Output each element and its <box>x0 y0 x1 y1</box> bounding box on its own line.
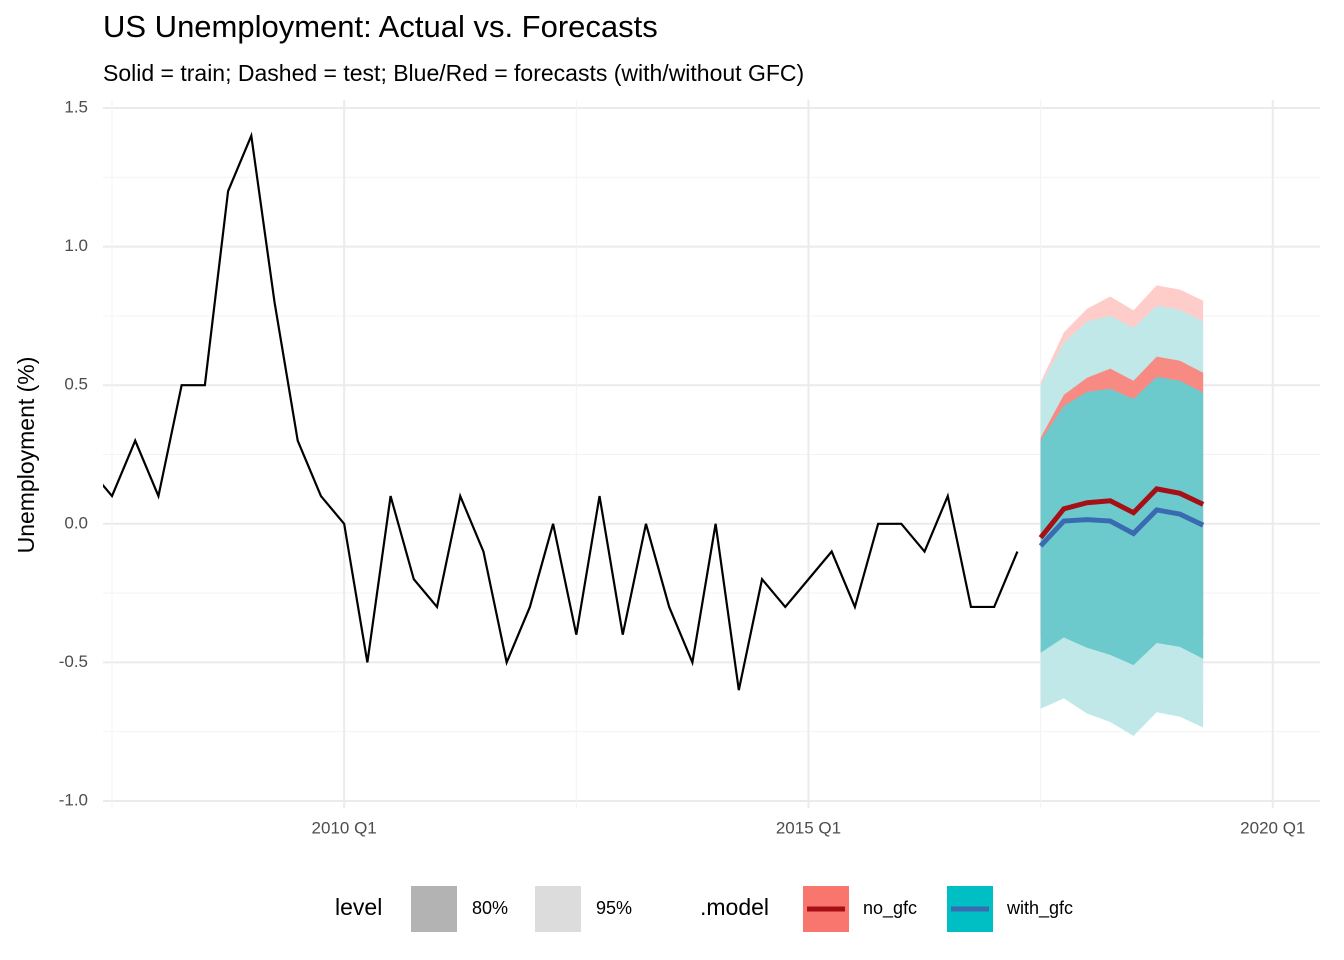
chart-subtitle: Solid = train; Dashed = test; Blue/Red =… <box>103 60 804 86</box>
legend-label: 95% <box>596 898 632 918</box>
forecast-line <box>1038 486 1205 540</box>
x-tick-label: 2015 Q1 <box>776 818 841 837</box>
legend-label: with_gfc <box>1006 898 1073 919</box>
interval-band <box>1040 376 1204 666</box>
y-tick-label: 1.5 <box>64 97 88 116</box>
y-tick-label: -0.5 <box>59 652 88 671</box>
y-axis-label: Unemployment (%) <box>13 357 39 554</box>
legend-label: 80% <box>472 898 508 918</box>
y-tick-label: 1.0 <box>64 236 88 255</box>
legend-key <box>535 886 581 932</box>
legend-title: .model <box>700 894 769 920</box>
y-tick-label: 0.0 <box>64 513 88 532</box>
forecast-line <box>1038 507 1205 548</box>
chart-title: US Unemployment: Actual vs. Forecasts <box>103 9 658 44</box>
x-tick-label: 2010 Q1 <box>312 818 377 837</box>
y-tick-label: -1.0 <box>59 790 88 809</box>
legend-title: level <box>335 894 382 920</box>
legend-label: no_gfc <box>863 898 917 919</box>
train-line <box>103 131 1019 691</box>
plot <box>103 131 1205 736</box>
y-tick-label: 0.5 <box>64 375 88 394</box>
legend-key <box>411 886 457 932</box>
legend: level 80% 95% .model no_gfc with_gfc <box>335 886 1073 932</box>
x-tick-label: 2020 Q1 <box>1240 818 1305 837</box>
